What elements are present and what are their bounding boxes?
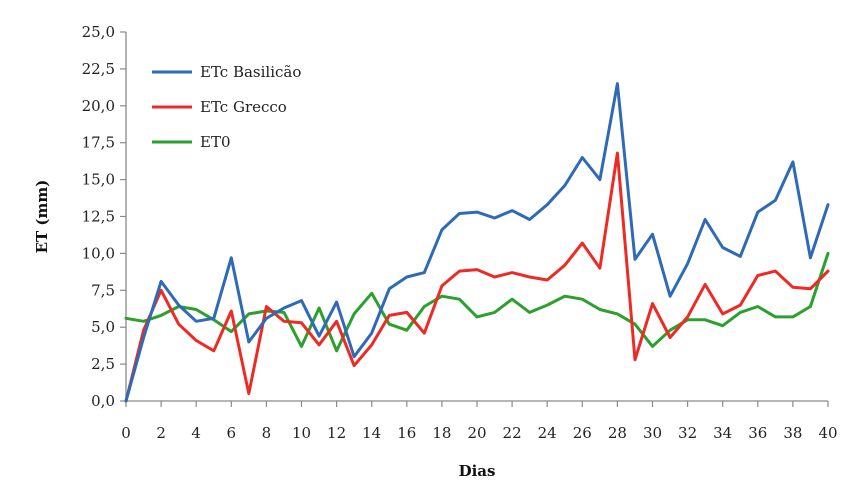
x-tick-label: 32 bbox=[678, 424, 697, 442]
x-tick-label: 22 bbox=[503, 424, 522, 442]
y-tick-label: 15,0 bbox=[82, 171, 115, 189]
series-lines bbox=[124, 82, 830, 403]
x-tick-label: 14 bbox=[362, 424, 381, 442]
y-tick-label: 17,5 bbox=[82, 134, 115, 152]
legend: ETc Basilicão ETc Grecco ET0 bbox=[152, 63, 301, 151]
y-tick-label: 12,5 bbox=[82, 208, 115, 226]
x-tick-label: 34 bbox=[713, 424, 732, 442]
x-axis-ticks: 0 2 4 6 8 10 12 14 16 18 20 22 24 26 28 30 32 34 36 38 40 bbox=[121, 401, 838, 442]
series-line bbox=[124, 251, 830, 353]
y-tick-label: 0,0 bbox=[91, 392, 115, 410]
y-axis-title: ET (mm) bbox=[33, 180, 51, 254]
y-axis-ticks: 0,0 2,5 5,0 7,5 10,0 12,5 15,0 17,5 20,0 22,5 25,0 bbox=[82, 23, 126, 410]
x-tick-label: 38 bbox=[783, 424, 802, 442]
x-tick-label: 10 bbox=[292, 424, 311, 442]
x-tick-label: 12 bbox=[327, 424, 346, 442]
series-line bbox=[124, 82, 830, 403]
y-tick-label: 10,0 bbox=[82, 244, 115, 262]
x-tick-label: 24 bbox=[538, 424, 557, 442]
x-tick-label: 28 bbox=[608, 424, 627, 442]
x-tick-label: 40 bbox=[818, 424, 837, 442]
x-tick-label: 30 bbox=[643, 424, 662, 442]
x-tick-label: 8 bbox=[262, 424, 272, 442]
x-tick-label: 4 bbox=[191, 424, 201, 442]
x-tick-label: 26 bbox=[573, 424, 592, 442]
y-tick-label: 25,0 bbox=[82, 23, 115, 41]
x-tick-label: 18 bbox=[432, 424, 451, 442]
series-line bbox=[124, 151, 830, 403]
x-tick-label: 20 bbox=[467, 424, 486, 442]
x-tick-label: 6 bbox=[227, 424, 237, 442]
legend-label: ETc Basilicão bbox=[200, 63, 301, 81]
y-tick-label: 20,0 bbox=[82, 97, 115, 115]
y-tick-label: 5,0 bbox=[91, 318, 115, 336]
x-tick-label: 36 bbox=[748, 424, 767, 442]
x-axis-title: Dias bbox=[459, 462, 496, 480]
y-tick-label: 7,5 bbox=[91, 281, 115, 299]
legend-label: ETc Grecco bbox=[200, 98, 287, 116]
y-tick-label: 2,5 bbox=[91, 355, 115, 373]
x-tick-label: 2 bbox=[156, 424, 166, 442]
axes bbox=[125, 32, 828, 402]
legend-label: ET0 bbox=[200, 133, 231, 151]
x-tick-label: 16 bbox=[397, 424, 416, 442]
y-tick-label: 22,5 bbox=[82, 60, 115, 78]
x-tick-label: 0 bbox=[121, 424, 131, 442]
